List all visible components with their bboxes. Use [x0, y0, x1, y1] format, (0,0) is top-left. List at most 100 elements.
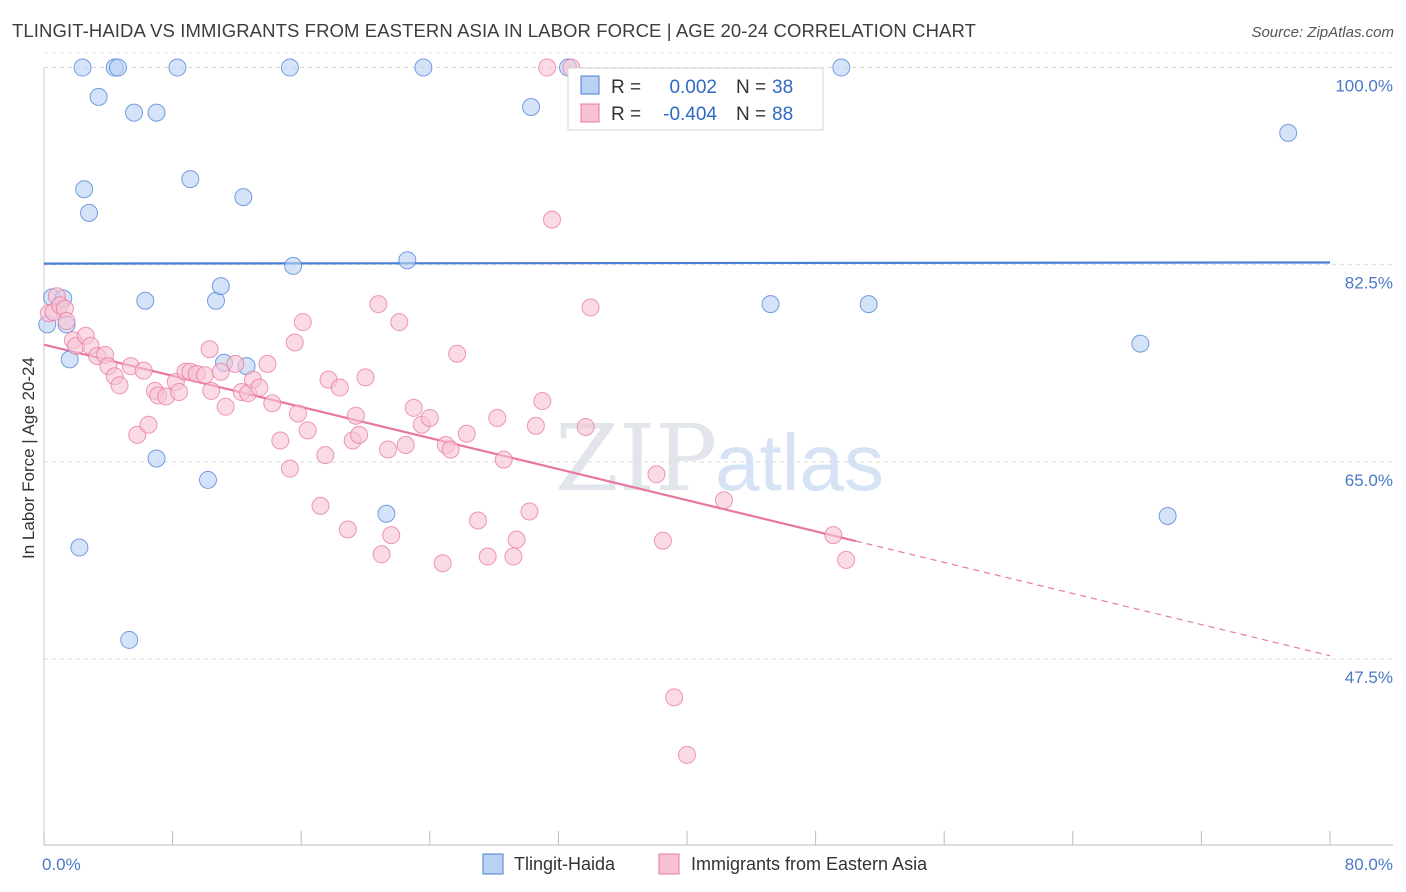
stats-n-value-1: 38 [772, 77, 793, 98]
point-eastern-asia-77 [538, 58, 557, 77]
stats-swatch-blue [580, 75, 600, 95]
stats-legend-box [567, 67, 824, 131]
point-tlingit-haida-33 [761, 295, 780, 314]
point-eastern-asia-66 [448, 344, 467, 363]
point-tlingit-haida-32 [147, 449, 166, 468]
point-eastern-asia-48 [330, 378, 349, 397]
stats-r-label-2: R = [611, 104, 641, 125]
point-eastern-asia-54 [369, 295, 388, 314]
point-tlingit-haida-13 [147, 103, 166, 122]
point-tlingit-haida-30 [70, 538, 89, 557]
point-eastern-asia-18 [139, 415, 158, 434]
point-eastern-asia-46 [316, 446, 335, 465]
point-eastern-asia-23 [170, 383, 189, 402]
stats-n-value-2: 88 [772, 104, 793, 125]
x-tick-label-max: 80.0% [1345, 855, 1393, 874]
legend-swatch-eastern-asia [658, 853, 680, 875]
stats-r-value-1: 0.002 [669, 77, 717, 98]
legend-swatch-tlingit-haida [482, 853, 504, 875]
point-eastern-asia-76 [533, 392, 552, 411]
point-eastern-asia-86 [714, 491, 733, 510]
point-eastern-asia-5 [57, 312, 76, 331]
point-tlingit-haida-26 [414, 58, 433, 77]
point-tlingit-haida-11 [125, 103, 144, 122]
point-eastern-asia-71 [494, 450, 513, 469]
point-eastern-asia-37 [258, 354, 277, 373]
chart-title: TLINGIT-HAIDA VS IMMIGRANTS FROM EASTERN… [12, 20, 976, 41]
point-eastern-asia-44 [298, 421, 317, 440]
point-tlingit-haida-20 [234, 188, 253, 207]
point-eastern-asia-80 [576, 417, 595, 436]
source-label: Source: ZipAtlas.com [1251, 24, 1394, 41]
point-eastern-asia-39 [271, 431, 290, 450]
point-eastern-asia-83 [653, 531, 672, 550]
point-eastern-asia-40 [280, 459, 299, 478]
point-eastern-asia-28 [200, 340, 219, 359]
point-eastern-asia-29 [202, 381, 221, 400]
point-eastern-asia-70 [488, 408, 507, 427]
point-eastern-asia-58 [390, 313, 409, 332]
point-eastern-asia-55 [382, 526, 401, 545]
point-eastern-asia-69 [478, 547, 497, 566]
point-eastern-asia-88 [837, 550, 856, 569]
point-eastern-asia-67 [457, 424, 476, 443]
point-tlingit-haida-27 [522, 97, 541, 116]
point-eastern-asia-38 [263, 394, 282, 413]
point-eastern-asia-85 [678, 745, 696, 764]
point-tlingit-haida-25 [398, 251, 417, 270]
point-eastern-asia-51 [346, 406, 365, 425]
point-eastern-asia-41 [285, 333, 304, 352]
point-tlingit-haida-31 [120, 630, 139, 649]
point-eastern-asia-36 [250, 378, 269, 397]
y-tick-label-0: 47.5% [1345, 668, 1393, 687]
point-tlingit-haida-34 [859, 295, 878, 314]
grid [44, 52, 1393, 660]
watermark-atlas: atlas [715, 418, 884, 507]
point-eastern-asia-65 [441, 440, 460, 459]
point-eastern-asia-68 [469, 511, 488, 530]
y-tick-labels: 47.5% 65.0% 82.5% 100.0% [1335, 77, 1393, 688]
point-eastern-asia-62 [420, 408, 439, 427]
point-eastern-asia-57 [379, 440, 398, 459]
y-tick-label-2: 82.5% [1345, 274, 1393, 293]
point-eastern-asia-82 [647, 465, 666, 484]
point-tlingit-haida-9 [108, 58, 127, 77]
point-eastern-asia-49 [338, 520, 357, 539]
point-eastern-asia-52 [350, 425, 369, 444]
point-eastern-asia-31 [216, 397, 235, 416]
point-tlingit-haida-23 [280, 58, 299, 77]
point-eastern-asia-45 [311, 496, 330, 515]
point-eastern-asia-60 [404, 398, 423, 417]
point-tlingit-haida-18 [211, 277, 230, 296]
y-tick-label-1: 65.0% [1345, 471, 1393, 490]
legend-label-eastern-asia: Immigrants from Eastern Asia [691, 854, 928, 874]
point-eastern-asia-32 [226, 354, 245, 373]
stats-legend: R = 0.002 N = 38 R = -0.404 N = 88 [567, 67, 824, 131]
point-eastern-asia-59 [396, 436, 415, 454]
point-eastern-asia-53 [356, 368, 375, 387]
point-eastern-asia-81 [581, 298, 600, 317]
point-eastern-asia-73 [507, 530, 526, 549]
point-eastern-asia-16 [128, 425, 147, 444]
point-tlingit-haida-35 [1131, 334, 1150, 353]
point-eastern-asia-27 [195, 366, 214, 385]
legend-label-tlingit-haida: Tlingit-Haida [514, 854, 616, 874]
point-tlingit-haida-16 [198, 470, 217, 489]
point-tlingit-haida-14 [168, 58, 187, 77]
trend-line-dashed-1 [855, 540, 1331, 657]
bottom-legend: Tlingit-Haida Immigrants from Eastern As… [482, 853, 928, 875]
stats-r-label-1: R = [611, 77, 641, 98]
point-tlingit-haida-10 [80, 203, 99, 222]
axes [43, 68, 1393, 846]
point-eastern-asia-84 [665, 688, 684, 707]
point-tlingit-haida-24 [377, 504, 396, 523]
point-eastern-asia-74 [520, 502, 539, 521]
point-eastern-asia-72 [504, 547, 523, 566]
stats-r-value-2: -0.404 [663, 104, 717, 125]
point-eastern-asia-14 [110, 376, 129, 395]
point-tlingit-haida-7 [89, 87, 108, 106]
stats-n-label-2: N = [736, 104, 766, 125]
point-tlingit-haida-6 [73, 58, 92, 77]
point-tlingit-haida-37 [1279, 123, 1298, 142]
